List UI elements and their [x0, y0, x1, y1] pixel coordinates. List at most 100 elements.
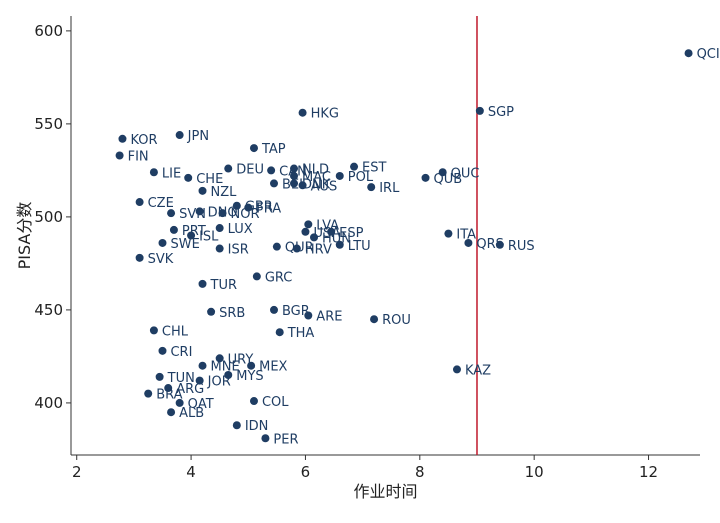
- y-tick-label: 550: [34, 115, 63, 133]
- data-point-hrv: [292, 244, 301, 253]
- data-point-cze: [135, 198, 144, 207]
- point-label-hrv: HRV: [305, 243, 332, 258]
- point-label-est: EST: [362, 161, 386, 176]
- data-point-qrs: [464, 238, 473, 247]
- point-label-nld: NLD: [302, 163, 329, 178]
- y-ticks: 400 450 500 550 600: [34, 22, 71, 412]
- x-tick-label: 10: [525, 463, 544, 481]
- data-point-mac: [290, 171, 299, 180]
- point-label-kor: KOR: [130, 133, 157, 148]
- data-point-per: [261, 434, 270, 443]
- x-tick-label: 2: [72, 463, 82, 481]
- point-label-che: CHE: [196, 172, 223, 187]
- point-label-tap: TAP: [261, 142, 286, 157]
- data-point-hkg: [298, 108, 307, 117]
- point-label-cze: CZE: [148, 196, 174, 211]
- data-point-nor: [218, 209, 227, 218]
- data-point-deu: [224, 164, 233, 173]
- point-label-fin: FIN: [128, 150, 149, 165]
- data-point-isl: [187, 231, 196, 240]
- data-point-bgr: [269, 305, 278, 314]
- point-label-qrs: QRS: [476, 237, 504, 252]
- data-point-svn: [167, 209, 176, 218]
- point-label-idn: IDN: [245, 419, 269, 434]
- y-axis-title: PISA分数: [15, 202, 34, 270]
- point-label-svk: SVK: [148, 252, 174, 267]
- point-label-swe: SWE: [170, 237, 199, 252]
- data-point-tha: [275, 328, 284, 337]
- x-tick-label: 4: [186, 463, 196, 481]
- data-point-isr: [215, 244, 224, 253]
- point-label-hkg: HKG: [311, 107, 339, 122]
- point-label-ltu: LTU: [348, 239, 371, 254]
- data-point-dnk: [290, 179, 299, 188]
- data-point-qur: [272, 242, 281, 251]
- data-point-nzl: [198, 186, 207, 195]
- data-point-sgp: [475, 106, 484, 115]
- point-label-esp: ESP: [339, 226, 363, 241]
- point-label-jpn: JPN: [187, 129, 209, 144]
- y-tick-label: 450: [34, 301, 63, 319]
- point-label-hun: HUN: [322, 231, 351, 246]
- point-label-lux: LUX: [228, 222, 253, 237]
- point-label-qat: QAT: [188, 397, 214, 412]
- data-point-pol: [335, 171, 344, 180]
- point-label-aus: AUS: [311, 179, 338, 194]
- y-tick-label: 400: [34, 394, 63, 412]
- point-label-tun: TUN: [167, 371, 195, 386]
- data-point-est: [350, 162, 359, 171]
- point-label-pol: POL: [348, 170, 374, 185]
- x-tick-label: 6: [301, 463, 311, 481]
- data-point-ltu: [335, 240, 344, 249]
- data-point-kaz: [452, 365, 461, 374]
- data-point-gbr: [232, 201, 241, 210]
- data-point-swe: [158, 238, 167, 247]
- data-point-ita: [444, 229, 453, 238]
- point-label-mex: MEX: [259, 360, 287, 375]
- point-label-fra: FRA: [256, 202, 281, 217]
- data-point-lux: [215, 224, 224, 233]
- data-point-jpn: [175, 131, 184, 140]
- point-label-bgr: BGR: [282, 304, 310, 319]
- data-points: QCISGPHKGJPNKORTAPFINESTDEUCANNLDQUCLIEM…: [115, 47, 720, 447]
- x-ticks: 2 4 6 8 10 12: [72, 455, 658, 481]
- data-point-jor: [195, 376, 204, 385]
- point-label-col: COL: [262, 395, 289, 410]
- data-point-col: [249, 397, 258, 406]
- data-point-kor: [118, 134, 127, 143]
- y-tick-label: 600: [34, 22, 63, 40]
- point-label-are: ARE: [316, 309, 342, 324]
- data-point-rou: [370, 315, 379, 324]
- x-axis-title: 作业时间: [353, 482, 417, 501]
- point-label-isr: ISR: [228, 243, 249, 258]
- data-point-rus: [495, 240, 504, 249]
- data-point-mne: [198, 361, 207, 370]
- data-point-srb: [207, 307, 216, 316]
- data-point-mex: [247, 361, 256, 370]
- point-label-gbr: GBR: [245, 200, 273, 215]
- point-label-qub: QUB: [434, 172, 463, 187]
- data-point-lie: [149, 168, 158, 177]
- data-point-fra: [244, 203, 253, 212]
- data-point-arg: [164, 384, 173, 393]
- point-label-sgp: SGP: [488, 105, 514, 120]
- data-point-bra: [144, 389, 153, 398]
- data-point-svk: [135, 253, 144, 262]
- point-label-cri: CRI: [170, 345, 192, 360]
- data-point-cri: [158, 346, 167, 355]
- point-label-quc: QUC: [451, 166, 480, 181]
- data-point-can: [267, 166, 276, 175]
- point-label-arg: ARG: [176, 382, 204, 397]
- data-point-are: [304, 311, 313, 320]
- data-point-qat: [175, 398, 184, 407]
- point-label-ita: ITA: [456, 228, 476, 243]
- point-label-lie: LIE: [162, 166, 181, 181]
- point-label-per: PER: [273, 432, 298, 447]
- data-point-quc: [438, 168, 447, 177]
- point-label-jor: JOR: [207, 375, 231, 390]
- point-label-dnk: DNK: [302, 177, 331, 192]
- point-label-mac: MAC: [302, 170, 331, 185]
- data-point-hun: [310, 233, 319, 242]
- x-tick-label: 8: [415, 463, 425, 481]
- point-label-deu: DEU: [236, 163, 264, 178]
